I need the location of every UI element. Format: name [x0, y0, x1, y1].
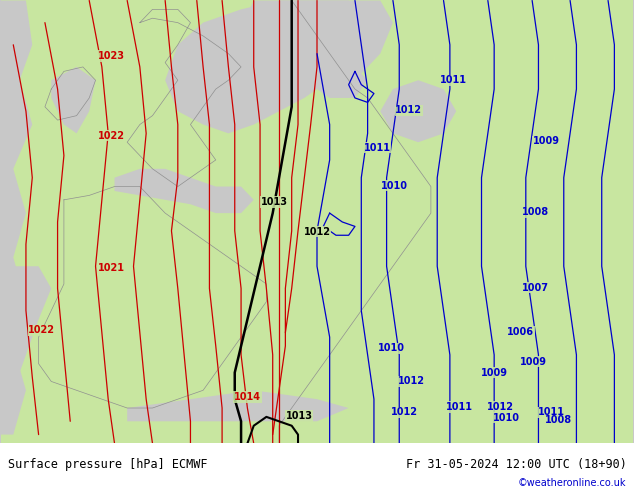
Text: ©weatheronline.co.uk: ©weatheronline.co.uk	[518, 478, 626, 488]
Text: 1012: 1012	[395, 105, 422, 115]
Text: Surface pressure [hPa] ECMWF: Surface pressure [hPa] ECMWF	[8, 458, 207, 471]
Text: 1012: 1012	[391, 408, 418, 417]
Text: 1012: 1012	[398, 376, 425, 387]
Text: 1008: 1008	[522, 207, 549, 217]
Polygon shape	[1, 266, 51, 399]
Text: 1014: 1014	[234, 392, 261, 402]
Polygon shape	[1, 0, 633, 443]
Polygon shape	[115, 169, 254, 213]
Polygon shape	[165, 0, 368, 133]
Text: 1010: 1010	[378, 343, 405, 353]
Text: 1013: 1013	[286, 411, 313, 421]
Text: 1006: 1006	[507, 327, 534, 337]
Text: 1021: 1021	[98, 264, 125, 273]
Polygon shape	[1, 0, 32, 435]
Text: 1011: 1011	[538, 408, 565, 417]
Text: 1012: 1012	[304, 227, 330, 237]
Text: 1008: 1008	[545, 416, 573, 425]
Text: 1010: 1010	[493, 413, 521, 423]
Text: 1009: 1009	[481, 368, 508, 378]
Polygon shape	[317, 67, 368, 98]
Polygon shape	[51, 67, 96, 133]
Text: 1009: 1009	[533, 136, 560, 147]
Text: 1011: 1011	[364, 143, 391, 152]
Text: 1007: 1007	[522, 283, 549, 293]
Polygon shape	[380, 80, 456, 142]
Text: 1022: 1022	[29, 325, 55, 336]
Text: 1022: 1022	[98, 131, 125, 141]
Text: 1011: 1011	[439, 75, 467, 85]
Text: 1011: 1011	[446, 402, 473, 412]
Polygon shape	[127, 391, 349, 421]
Text: 1013: 1013	[261, 197, 287, 207]
Text: 1012: 1012	[487, 402, 514, 412]
Text: 1009: 1009	[520, 357, 547, 367]
Polygon shape	[241, 0, 393, 89]
Text: Fr 31-05-2024 12:00 UTC (18+90): Fr 31-05-2024 12:00 UTC (18+90)	[406, 458, 626, 471]
Text: 1023: 1023	[98, 51, 125, 61]
Text: 1010: 1010	[380, 181, 408, 191]
